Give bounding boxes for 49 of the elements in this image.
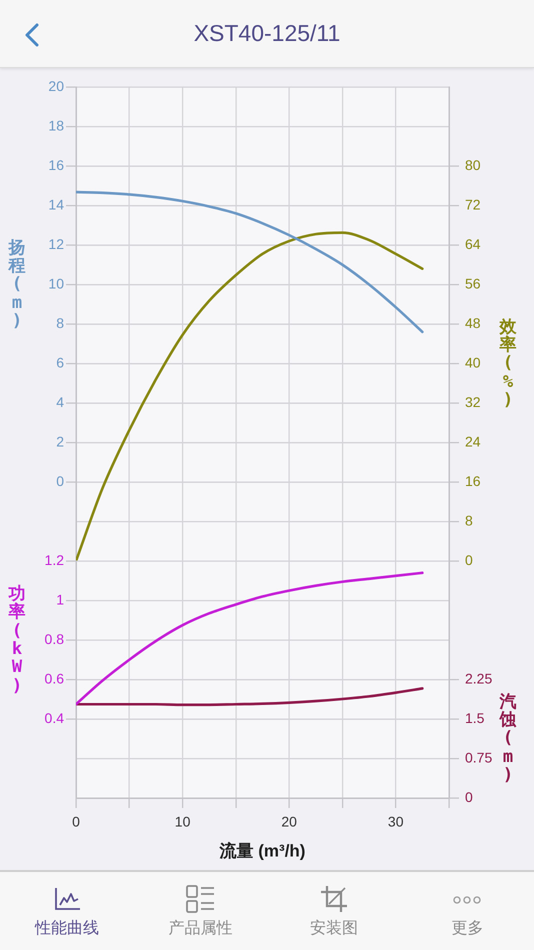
x-tick-label: 30 <box>388 813 404 830</box>
y-tick-label: 0 <box>56 472 64 489</box>
y2-tick-label: 40 <box>465 354 481 370</box>
y-tick-label: 10 <box>48 275 64 292</box>
x-tick-label: 10 <box>174 813 191 830</box>
y-tick-label: 2 <box>56 433 64 450</box>
y2-axis-title: 汽蚀 (m) <box>498 692 518 786</box>
y-tick-label: 14 <box>48 196 64 212</box>
y2-tick-label: 1.5 <box>465 710 485 726</box>
y2-tick-label: 72 <box>465 196 481 212</box>
text: 性能曲线 <box>34 919 100 939</box>
y2-tick-label: 8 <box>465 512 473 528</box>
y2-tick-label: 2.25 <box>465 670 492 686</box>
y2-tick-label: 56 <box>465 275 481 292</box>
y-tick-label: 0.8 <box>44 630 64 647</box>
y-tick-label: 1 <box>56 591 64 608</box>
y-tick-label: 6 <box>56 354 64 370</box>
y2-tick-label: 24 <box>465 433 481 450</box>
x-tick-label: 0 <box>72 813 80 830</box>
y-tick-label: 16 <box>48 156 64 173</box>
line-series <box>76 687 424 706</box>
y-tick-label: 4 <box>56 394 64 410</box>
text: 更多 <box>450 919 484 939</box>
text: 安装图 <box>308 919 359 939</box>
y-tick-label: 18 <box>48 117 64 134</box>
y-axis-title: 扬程 (m) <box>7 238 26 332</box>
y2-tick-label: 0.75 <box>465 749 492 766</box>
y-tick-label: 20 <box>48 78 64 94</box>
y2-tick-label: 0 <box>465 788 473 805</box>
line-series <box>76 231 424 561</box>
y-tick-label: 0.6 <box>44 670 64 686</box>
y2-axis-title: 效率 (%) <box>498 316 518 410</box>
y-axis-title: 功率 (kW) <box>7 584 26 696</box>
y-tick-label: 1.2 <box>44 552 64 568</box>
y2-tick-label: 16 <box>465 472 481 489</box>
x-axis-title: 流量 (m³/h) <box>218 841 306 860</box>
y2-tick-label: 64 <box>465 236 481 252</box>
y2-tick-label: 32 <box>465 394 481 410</box>
y-tick-label: 8 <box>56 314 64 331</box>
y2-tick-label: 48 <box>465 314 481 331</box>
y-tick-label: 12 <box>48 236 64 252</box>
line-series <box>76 572 424 706</box>
y2-tick-label: 80 <box>465 156 481 173</box>
x-tick-label: 20 <box>281 813 298 830</box>
y2-tick-label: 0 <box>465 552 473 568</box>
y-tick-label: 0.4 <box>44 710 64 726</box>
line-series <box>76 190 424 334</box>
chart-title: XST40-125/11 <box>0 0 534 67</box>
text: 产品属性 <box>167 919 234 939</box>
